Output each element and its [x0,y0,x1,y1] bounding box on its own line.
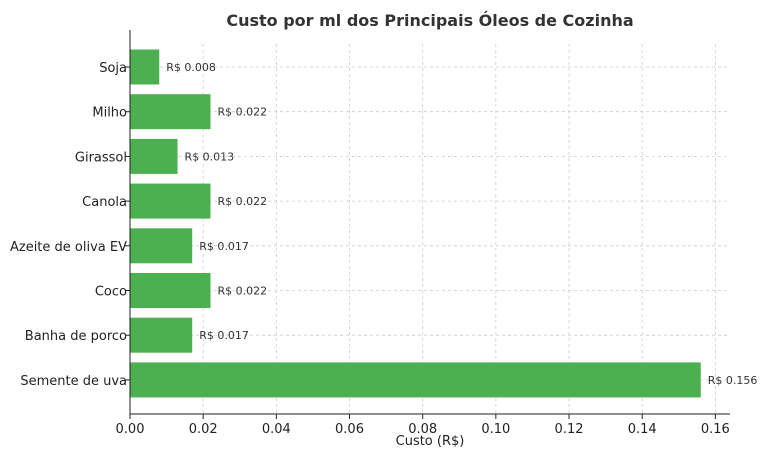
bar [130,49,160,85]
x-tick-label: 0.12 [555,422,584,437]
data-label: R$ 0.013 [185,150,235,163]
data-label: R$ 0.017 [199,240,249,253]
x-tick-label: 0.14 [628,422,657,437]
data-label: R$ 0.017 [199,329,249,342]
x-tick-label: 0.16 [701,422,730,437]
x-tick-label: 0.06 [335,422,364,437]
axes: 0.00 0.02 0.04 0.06 0.08 0.10 0.12 0.14 0.16 Soja… [10,30,730,437]
bars: R$ 0.008 R$ 0.022 R$ 0.013 R$ 0.022 R$ 0.017… [130,49,758,398]
x-tick-label: 0.04 [262,422,291,437]
data-label: R$ 0.022 [217,106,267,119]
data-label: R$ 0.008 [166,61,216,74]
x-tick-label: 0.10 [481,422,510,437]
bar [130,362,701,398]
x-tick-label: 0.02 [189,422,218,437]
x-tick-label: 0.08 [408,422,437,437]
bar [130,228,193,264]
category-label: Semente de uva [20,374,127,389]
category-label: Coco [95,285,127,300]
category-label: Milho [92,106,127,121]
category-label: Azeite de oliva EV [10,240,127,255]
chart-title: Custo por ml dos Principais Óleos de Coz… [226,11,633,30]
bar [130,94,211,130]
data-label: R$ 0.022 [217,285,267,298]
category-label: Banha de porco [25,329,127,344]
x-tick-label: 0.00 [116,422,145,437]
bar [130,317,193,353]
data-label: R$ 0.156 [708,374,758,387]
category-label: Soja [99,61,127,76]
category-label: Girassol [75,150,127,165]
data-label: R$ 0.022 [217,195,267,208]
x-axis-title: Custo (R$) [396,434,465,449]
grid [129,44,730,414]
category-label: Canola [82,195,127,210]
bar [130,183,211,219]
bar [130,138,178,174]
bar [130,273,211,308]
